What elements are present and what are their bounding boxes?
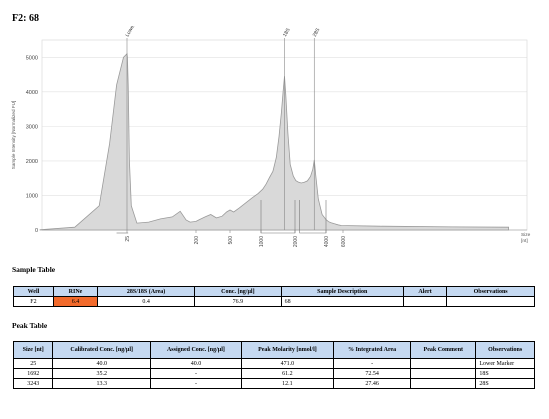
table-row: F2 6.4 0.4 76.9 68 — [13, 296, 535, 307]
peak-col-header: Peak Comment — [410, 341, 477, 359]
table-row: 25 40.0 40.0 471.0 - Lower Marker — [12, 358, 535, 369]
trace-area — [39, 52, 509, 231]
peak-col-header: Peak Molarity [nmol/l] — [240, 341, 334, 359]
peak-label: 28S — [312, 27, 322, 38]
sample-col-header: Well — [13, 286, 54, 297]
peak-col-header: Calibrated Conc. [ng/µl] — [52, 341, 151, 359]
molarity-cell: 471.0 — [240, 358, 334, 369]
sample-table-title: Sample Table — [12, 265, 56, 274]
assigned-conc-cell: 40.0 — [149, 358, 242, 369]
sample-col-header: 28S/18S (Area) — [97, 286, 196, 297]
x-tick-label: 2000 — [293, 236, 299, 247]
assigned-conc-cell: - — [149, 378, 242, 389]
peak-table: Size [nt] Calibrated Conc. [ng/µl] Assig… — [12, 341, 535, 389]
observations-cell: 28S — [475, 378, 535, 389]
y-tick-label: 4000 — [26, 90, 38, 96]
y-tick-label: 2000 — [26, 159, 38, 165]
trace-line — [39, 52, 509, 231]
sample-col-header: Sample Description — [280, 286, 404, 297]
x-axis-label: [nt] — [521, 238, 528, 244]
calibrated-conc-cell: 13.3 — [52, 378, 151, 389]
peak-col-header: Size [nt] — [12, 341, 54, 359]
peak-markers: Lower 18S 28S — [116, 26, 327, 234]
x-tick-label: 200 — [194, 236, 200, 245]
comment-cell — [410, 378, 477, 389]
area-cell: 72.54 — [332, 368, 412, 379]
x-tick-label: 25 — [125, 236, 131, 242]
y-axis-label: Sample Intensity [Normalized FU] — [11, 101, 16, 169]
description-cell: 68 — [280, 296, 404, 307]
observations-cell — [446, 296, 535, 307]
alert-cell — [402, 296, 448, 307]
integration-region — [299, 200, 327, 234]
sample-col-header: Alert — [402, 286, 448, 297]
size-cell: 25 — [12, 358, 54, 369]
molarity-cell: 61.2 — [240, 368, 334, 379]
table-row: 1692 35.2 - 61.2 72.54 18S — [12, 368, 535, 379]
peak-label: 18S — [282, 27, 292, 38]
rine-cell: 6.4 — [52, 296, 99, 307]
area-cell: - — [332, 358, 412, 369]
comment-cell — [410, 358, 477, 369]
integration-region — [260, 200, 296, 234]
sample-col-header: Observations — [446, 286, 535, 297]
y-tick-label: 1000 — [26, 193, 38, 199]
peak-table-header-row: Size [nt] Calibrated Conc. [ng/µl] Assig… — [12, 341, 535, 359]
calibrated-conc-cell: 40.0 — [52, 358, 151, 369]
y-tick-label: 5000 — [26, 55, 38, 61]
ratio-cell: 0.4 — [97, 296, 196, 307]
y-tick-label: 0 — [35, 228, 38, 234]
table-row: 3243 13.3 - 12.1 27.46 28S — [12, 378, 535, 389]
molarity-cell: 12.1 — [240, 378, 334, 389]
sample-col-header: Conc. [ng/µl] — [194, 286, 282, 297]
peak-col-header: Assigned Conc. [ng/µl] — [149, 341, 242, 359]
y-tick-label: 3000 — [26, 124, 38, 130]
peak-col-header: Observations — [475, 341, 535, 359]
peak-col-header: % Integrated Area — [332, 341, 412, 359]
observations-cell: Lower Marker — [475, 358, 535, 369]
sample-table-header-row: Well RINe 28S/18S (Area) Conc. [ng/µl] S… — [13, 286, 535, 297]
x-tick-label: 500 — [228, 236, 234, 245]
size-cell: 1692 — [12, 368, 54, 379]
page-title: F2: 68 — [12, 13, 39, 24]
well-cell: F2 — [13, 296, 54, 307]
peak-label: Lower — [125, 26, 137, 38]
area-cell: 27.46 — [332, 378, 412, 389]
x-axis-label: Size — [521, 232, 531, 238]
y-axis: 0 1000 2000 3000 4000 5000 Sample Intensity [N… — [11, 55, 38, 234]
x-axis: 25 200 500 1000 2000 4000 6000 Size[nt] — [125, 230, 531, 247]
peak-table-title: Peak Table — [12, 321, 48, 330]
size-cell: 3243 — [12, 378, 54, 389]
sample-table: Well RINe 28S/18S (Area) Conc. [ng/µl] S… — [13, 286, 535, 307]
x-tick-label: 4000 — [324, 236, 330, 247]
assigned-conc-cell: - — [149, 368, 242, 379]
x-tick-label: 6000 — [341, 236, 347, 247]
conc-cell: 76.9 — [194, 296, 282, 307]
calibrated-conc-cell: 35.2 — [52, 368, 151, 379]
sample-col-header: RINe — [52, 286, 99, 297]
electropherogram-chart: 0 1000 2000 3000 4000 5000 Sample Intensity [N… — [11, 26, 531, 247]
comment-cell — [410, 368, 477, 379]
x-tick-label: 1000 — [259, 236, 265, 247]
observations-cell: 18S — [475, 368, 535, 379]
